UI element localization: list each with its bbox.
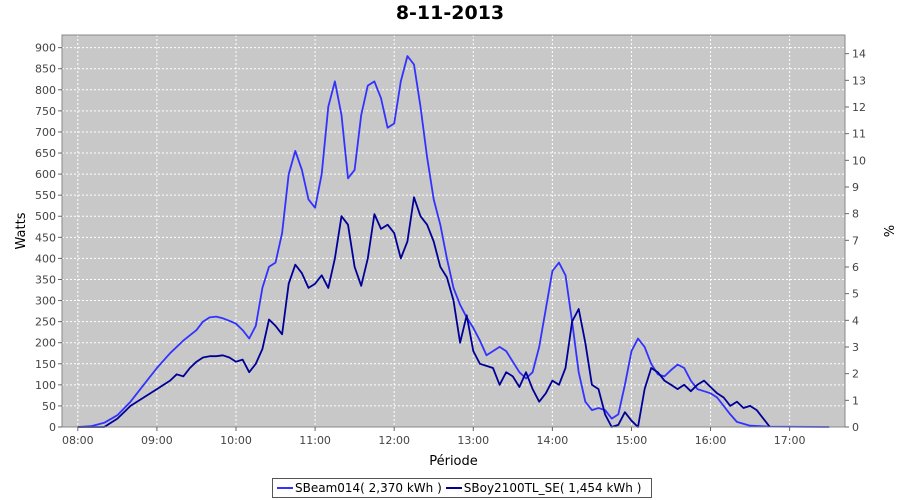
y-tick-label: 850 [35, 63, 56, 76]
y2-tick-label: 6 [852, 261, 859, 274]
y-tick-label: 200 [35, 337, 56, 350]
x-tick-label: 16:00 [695, 434, 727, 447]
y2-axis-label: % [880, 225, 895, 237]
y2-tick-label: 7 [852, 234, 859, 247]
series-layer [77, 55, 830, 428]
legend-swatch-sboy [445, 487, 462, 489]
legend-label-sboy: SBoy2100TL_SE( 1,454 kWh ) [463, 481, 642, 495]
y-tick-label: 450 [35, 231, 56, 244]
y-tick-label: 250 [35, 316, 56, 329]
y-tick-label: 700 [35, 126, 56, 139]
y-tick-label: 300 [35, 295, 56, 308]
grid-lines [62, 35, 845, 428]
legend: SBeam014( 2,370 kWh ) SBoy2100TL_SE( 1,4… [272, 478, 653, 498]
x-axis: 08:00 09:00 10:00 11:00 12:00 13:00 14:00 15:00… [62, 427, 806, 447]
y2-tick-label: 3 [852, 341, 859, 354]
y2-tick-label: 4 [852, 314, 859, 327]
x-tick-label: 17:00 [774, 434, 806, 447]
x-tick-label: 09:00 [141, 434, 173, 447]
y2-tick-label: 9 [852, 181, 859, 194]
series-line-1 [77, 196, 771, 428]
y2-tick-label: 0 [852, 421, 859, 434]
y2-tick-label: 13 [852, 74, 866, 87]
y2-tick-label: 12 [852, 101, 866, 114]
plot-area [62, 35, 845, 427]
x-tick-label: 12:00 [378, 434, 410, 447]
legend-label-sbeam: SBeam014( 2,370 kWh ) [295, 481, 442, 495]
legend-item-sbeam: SBeam014( 2,370 kWh ) [277, 481, 442, 495]
y2-tick-label: 2 [852, 368, 859, 381]
y-tick-label: 500 [35, 210, 56, 223]
y-axis-label: Watts [14, 212, 29, 249]
y-tick-label: 150 [35, 358, 56, 371]
x-tick-label: 08:00 [62, 434, 94, 447]
y2-tick-label: 10 [852, 154, 866, 167]
y-tick-label: 750 [35, 105, 56, 118]
x-axis-label: Période [429, 454, 478, 469]
y2-tick-label: 5 [852, 288, 859, 301]
y-tick-label: 50 [42, 400, 56, 413]
y-axis-left: 0 50 100 150 200 250 300 350 400 450 500 550 600 650 7… [35, 42, 62, 434]
x-tick-label: 10:00 [220, 434, 252, 447]
legend-item-sboy: SBoy2100TL_SE( 1,454 kWh ) [445, 481, 642, 495]
y-tick-label: 550 [35, 189, 56, 202]
y2-tick-label: 14 [852, 48, 866, 61]
y-tick-label: 900 [35, 42, 56, 55]
y-tick-label: 350 [35, 273, 56, 286]
y-tick-label: 100 [35, 379, 56, 392]
y-tick-label: 600 [35, 168, 56, 181]
legend-swatch-sbeam [277, 487, 293, 489]
y-tick-label: 400 [35, 252, 56, 265]
y-tick-label: 650 [35, 147, 56, 160]
y-tick-label: 800 [35, 84, 56, 97]
x-tick-label: 11:00 [299, 434, 331, 447]
plot-frame [61, 34, 846, 428]
y2-tick-label: 1 [852, 394, 859, 407]
x-tick-label: 13:00 [457, 434, 489, 447]
y-tick-label: 0 [49, 421, 56, 434]
x-tick-label: 15:00 [616, 434, 648, 447]
chart-title: 8-11-2013 [395, 2, 505, 24]
y2-tick-label: 8 [852, 208, 859, 221]
y2-tick-label: 11 [852, 128, 866, 141]
x-tick-label: 14:00 [537, 434, 569, 447]
series-line-0 [77, 55, 830, 428]
